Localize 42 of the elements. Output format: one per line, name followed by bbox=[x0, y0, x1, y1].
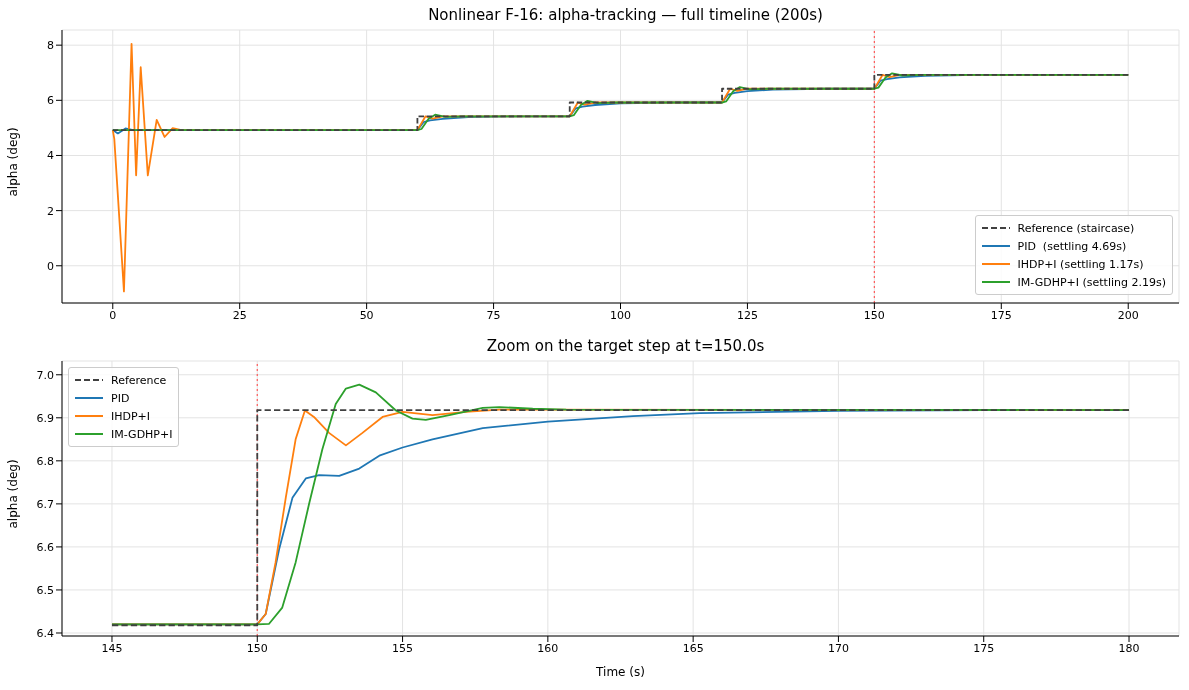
legend-label: Reference bbox=[111, 373, 167, 387]
y-tick-label: 6.9 bbox=[36, 411, 54, 425]
x-tick-label: 100 bbox=[610, 308, 631, 322]
x-tick-label: 155 bbox=[392, 641, 414, 655]
y-tick-label: 8 bbox=[47, 39, 54, 53]
legend-label: Reference (staircase) bbox=[1017, 221, 1135, 235]
x-tick-label: 50 bbox=[359, 308, 374, 322]
y-tick-label: 2 bbox=[47, 204, 54, 218]
y-tick-label: 6 bbox=[47, 94, 54, 108]
x-tick-label: 200 bbox=[1117, 308, 1139, 322]
legend-label: IM-GDHP+I (settling 2.19s) bbox=[1017, 275, 1166, 289]
legend-label: PID (settling 4.69s) bbox=[1017, 239, 1127, 253]
x-axis-title: Time (s) bbox=[595, 665, 645, 679]
legend-label: PID bbox=[111, 391, 130, 405]
legend-label: IM-GDHP+I bbox=[111, 427, 173, 441]
y-tick-label: 4 bbox=[47, 149, 54, 163]
x-tick-label: 25 bbox=[232, 308, 247, 322]
x-tick-label: 165 bbox=[682, 641, 704, 655]
y-axis-title: alpha (deg) bbox=[6, 459, 21, 529]
x-tick-label: 150 bbox=[863, 308, 885, 322]
x-tick-label: 180 bbox=[1118, 641, 1140, 655]
x-tick-label: 75 bbox=[486, 308, 501, 322]
legend-label: IHDP+I (settling 1.17s) bbox=[1017, 257, 1144, 271]
x-tick-label: 0 bbox=[109, 308, 117, 322]
y-tick-label: 7.0 bbox=[36, 368, 54, 382]
x-tick-label: 150 bbox=[246, 641, 268, 655]
x-tick-label: 145 bbox=[101, 641, 123, 655]
chart-title: Nonlinear F-16: alpha-tracking — full timeline (200s) bbox=[427, 6, 824, 24]
x-tick-label: 175 bbox=[973, 641, 995, 655]
x-tick-label: 170 bbox=[827, 641, 849, 655]
y-tick-label: 6.7 bbox=[36, 497, 54, 511]
y-tick-label: 6.8 bbox=[36, 454, 54, 468]
x-tick-label: 160 bbox=[537, 641, 559, 655]
legend-label: IHDP+I bbox=[111, 409, 151, 423]
x-tick-label: 175 bbox=[990, 308, 1012, 322]
y-tick-label: 0 bbox=[47, 259, 54, 273]
chart-title: Zoom on the target step at t=150.0s bbox=[485, 337, 766, 355]
x-tick-label: 125 bbox=[736, 308, 758, 322]
y-tick-label: 6.6 bbox=[36, 540, 54, 554]
y-tick-label: 6.4 bbox=[36, 626, 54, 640]
y-tick-label: 6.5 bbox=[36, 583, 54, 597]
y-axis-title: alpha (deg) bbox=[6, 127, 21, 197]
